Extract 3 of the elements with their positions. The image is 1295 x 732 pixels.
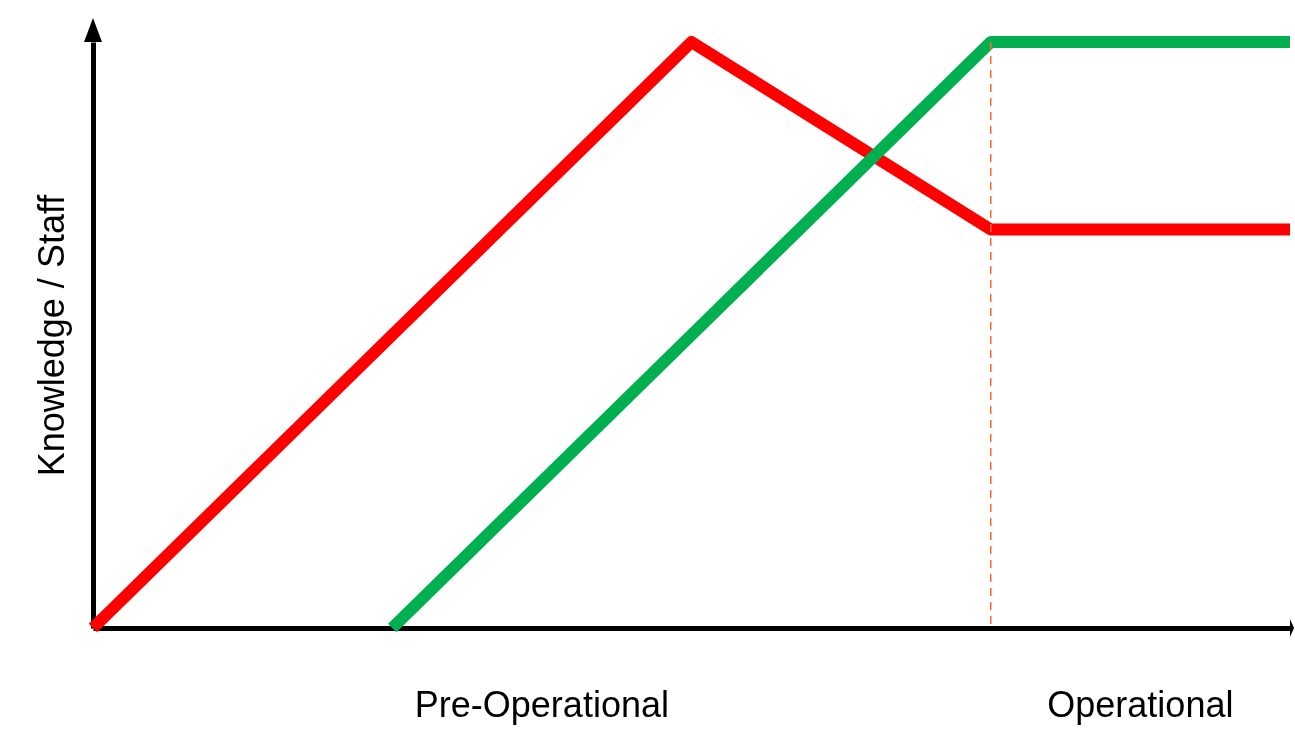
text: Pre-Operational bbox=[414, 684, 669, 725]
text: Operational bbox=[1047, 684, 1234, 725]
y-axis-title: Knowledge / Staff bbox=[30, 193, 72, 477]
